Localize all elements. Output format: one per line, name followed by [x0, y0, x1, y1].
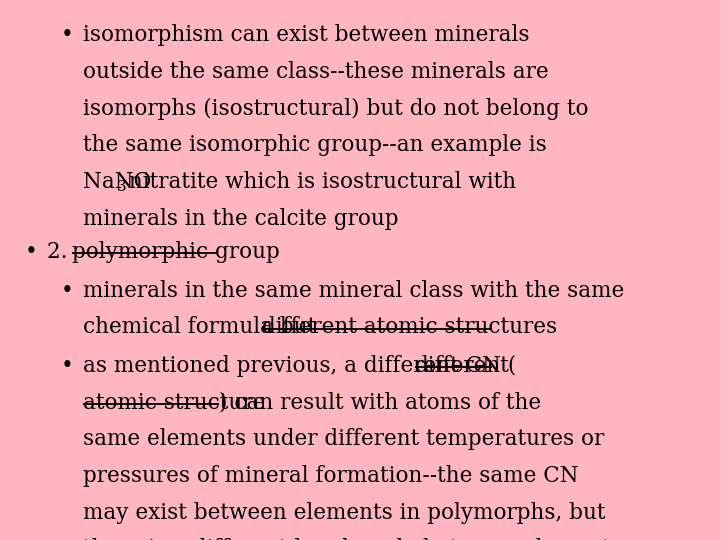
Text: minerals in the calcite group: minerals in the calcite group [83, 208, 398, 230]
Text: •: • [61, 24, 74, 46]
Text: 3: 3 [117, 180, 127, 194]
Text: polymorphic group: polymorphic group [73, 241, 280, 263]
Text: •: • [61, 355, 74, 377]
Text: the same isomorphic group--an example is: the same isomorphic group--an example is [83, 134, 546, 157]
Text: isomorphs (isostructural) but do not belong to: isomorphs (isostructural) but do not bel… [83, 98, 588, 120]
Text: nitratite which is isostructural with: nitratite which is isostructural with [122, 171, 516, 193]
Text: •: • [25, 241, 38, 263]
Text: minerals in the same mineral class with the same: minerals in the same mineral class with … [83, 280, 624, 301]
Text: outside the same class--these minerals are: outside the same class--these minerals a… [83, 61, 549, 83]
Text: same elements under different temperatures or: same elements under different temperatur… [83, 428, 604, 450]
Text: isomorphism can exist between minerals: isomorphism can exist between minerals [83, 24, 529, 46]
Text: NaNO: NaNO [83, 171, 151, 193]
Text: different atomic structures: different atomic structures [262, 316, 557, 338]
Text: as mentioned previous, a different CN (: as mentioned previous, a different CN ( [83, 355, 516, 377]
Text: pressures of mineral formation--the same CN: pressures of mineral formation--the same… [83, 465, 578, 487]
Text: there is a different bond angle between elements: there is a different bond angle between … [83, 538, 622, 540]
Text: may exist between elements in polymorphs, but: may exist between elements in polymorphs… [83, 502, 606, 524]
Text: different: different [415, 355, 510, 377]
Text: atomic structure: atomic structure [83, 392, 265, 414]
Text: chemical formula but: chemical formula but [83, 316, 323, 338]
Text: ) can result with atoms of the: ) can result with atoms of the [219, 392, 541, 414]
Text: •: • [61, 280, 74, 301]
Text: 2.: 2. [47, 241, 74, 263]
